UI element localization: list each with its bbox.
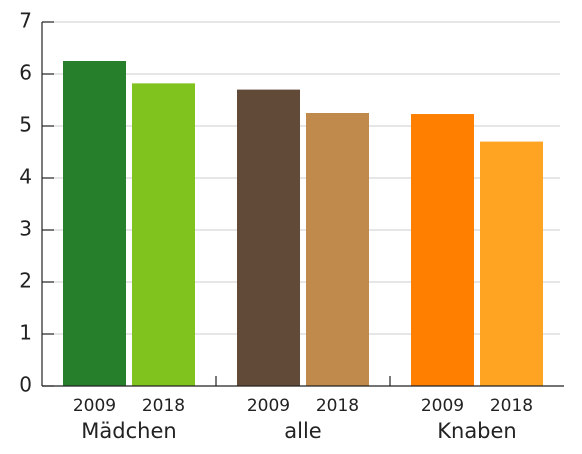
group-label: Mädchen: [81, 419, 176, 443]
x-tick-label: 2009: [421, 396, 464, 416]
x-tick-label: 2018: [490, 396, 533, 416]
bar: [480, 141, 543, 386]
bar: [237, 89, 300, 386]
bar: [411, 114, 474, 386]
bar: [63, 61, 126, 386]
x-tick-label: 2018: [142, 396, 185, 416]
y-tick-label: 2: [19, 269, 32, 293]
y-tick-label: 5: [19, 113, 32, 137]
bar: [306, 113, 369, 386]
y-tick-label: 7: [19, 9, 32, 33]
bar: [132, 83, 195, 387]
group-label: alle: [284, 419, 321, 443]
x-tick-label: 2018: [316, 396, 359, 416]
y-tick-label: 0: [19, 373, 32, 397]
y-tick-label: 4: [19, 165, 32, 189]
x-tick-label: 2009: [73, 396, 116, 416]
y-tick-label: 1: [19, 321, 32, 345]
y-tick-label: 3: [19, 217, 32, 241]
y-tick-label: 6: [19, 61, 32, 85]
x-tick-label: 2009: [247, 396, 290, 416]
group-label: Knaben: [437, 419, 517, 443]
